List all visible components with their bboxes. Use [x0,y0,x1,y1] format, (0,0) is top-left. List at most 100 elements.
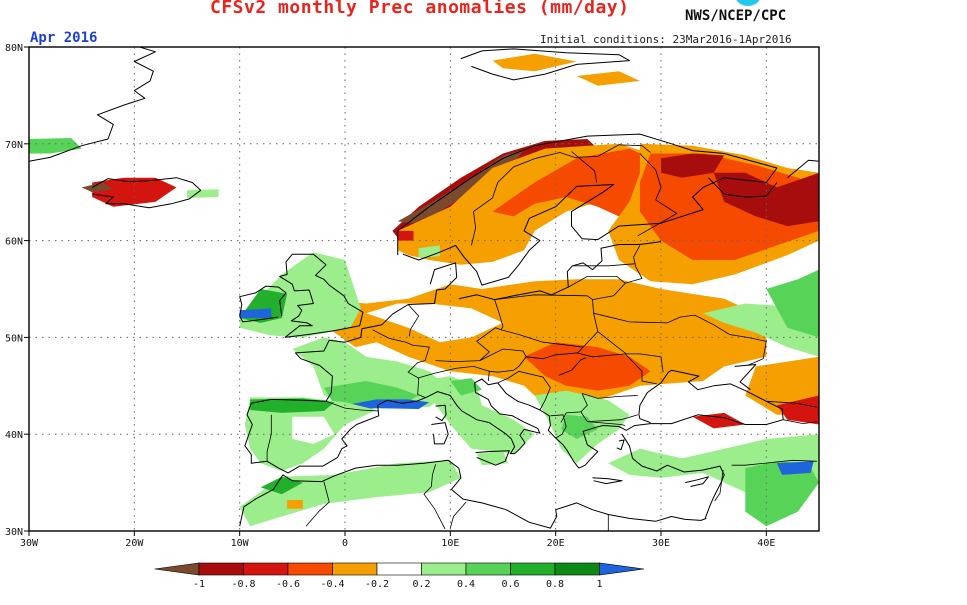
caucasus-red-anomaly [776,395,819,425]
legend-label: -0.2 [365,579,389,590]
barents-orange-anomaly [576,71,640,86]
iceland-red-anomaly [92,177,177,207]
country-border [449,501,467,529]
norway-west-red-dot-anomaly [397,230,414,241]
lon-label: 20W [125,538,144,549]
legend-swatch [198,562,244,576]
coastlines [29,47,967,529]
country-border [766,400,817,408]
russia-north-red-anomaly [639,153,819,260]
lat-label: 80N [5,43,23,54]
map-background [29,47,819,531]
graticule [29,47,819,531]
sicily-green-anomaly [476,450,509,466]
sicily-coastline [475,450,510,466]
baltic-south-coastline [458,241,662,301]
legend-label: -1 [193,579,205,590]
country-border [435,299,504,363]
forecast-period: Apr 2016 [30,30,98,46]
country-border [593,312,695,324]
country-border [266,414,272,462]
country-border [325,400,379,412]
lon-label: 30E [652,538,670,549]
country-borders [266,144,817,531]
ural-green-anomaly [766,269,819,338]
country-border [580,393,638,423]
anomaly-fill-layer [29,53,819,527]
cyprus-coastline [685,476,709,487]
country-border [694,314,767,366]
legend-swatch [332,562,378,576]
caspian-west-coastline [818,410,819,411]
country-border [597,331,664,373]
iberia-north-green-anomaly [250,398,335,413]
country-border [407,304,420,337]
country-border [479,348,527,373]
legend-label: -0.4 [320,579,344,590]
country-border [560,411,581,423]
color-legend: -1 -0.8 -0.6 -0.4 -0.2 0.2 0.4 0.6 0.8 1 [154,562,645,590]
legend-label: 0.8 [546,579,564,590]
novaya-zemlya-coastline [893,76,967,136]
country-border [731,459,817,466]
lat-label: 50N [5,333,23,344]
legend-label: 0.4 [457,579,475,590]
iceland-green-anomaly [187,189,219,198]
country-border [637,153,678,237]
legend-swatch [154,562,200,576]
turkey-north-red-anomaly [692,412,746,429]
turkey-aegean-islands-coastline [616,439,625,451]
turkey-south-coastline [621,433,725,519]
country-border [471,144,651,246]
legend-swatch [287,562,333,576]
country-border [497,370,551,411]
russia-north-darkred-anomaly [713,172,819,227]
kola-darkred-anomaly [661,153,725,178]
lon-label: 20E [547,538,565,549]
country-border [305,481,330,527]
country-border [576,352,657,385]
svalbard-coastline [460,48,630,81]
country-border [423,464,446,530]
white-sea-coastline [708,177,778,198]
lat-label: 30N [5,527,23,538]
legend-swatch [376,562,422,576]
ireland-coastline [239,285,287,323]
legend-swatch [243,562,289,576]
lon-label: 40E [757,538,775,549]
lat-label: 40N [5,430,23,441]
ireland-blue-anomaly [239,308,272,318]
legend-swatch [465,562,511,576]
country-border [581,393,638,399]
map-title: CFSv2 monthly Prec anomalies (mm/day) [210,0,630,18]
country-border [783,419,817,425]
kanin-coastline [787,159,819,179]
corsica-coastline [435,404,447,422]
map-frame [28,46,820,532]
country-border [568,275,626,288]
lon-label: 30W [20,538,39,549]
greece-dark-green-anomaly [560,414,598,439]
lon-label: 0 [342,538,348,549]
lat-label: 60N [5,237,23,248]
agency-logo [735,0,761,6]
lat-label: 70N [5,140,23,151]
country-border [571,151,598,183]
country-border [500,329,584,360]
legend-swatch [510,562,556,576]
levant-green-anomaly [745,461,819,527]
legend-label: -0.8 [231,579,255,590]
legend-swatch [554,562,600,576]
iceland-brown-anomaly [81,182,114,193]
greenland-green-anomaly [29,138,82,154]
norway-sweden-finland-coastline [397,133,778,286]
country-border [592,245,643,300]
svalbard-orange-anomaly [492,53,577,72]
lon-label: 10E [441,538,459,549]
iceland-coastline [91,177,202,209]
initial-conditions: Initial conditions: 23Mar2016-1Apr2016 [540,33,792,46]
morocco-orange-dot-anomaly [287,500,303,509]
italy-dark-green-anomaly [450,378,482,396]
continental-coast-coastline [244,289,784,474]
legend-swatch [421,562,467,576]
